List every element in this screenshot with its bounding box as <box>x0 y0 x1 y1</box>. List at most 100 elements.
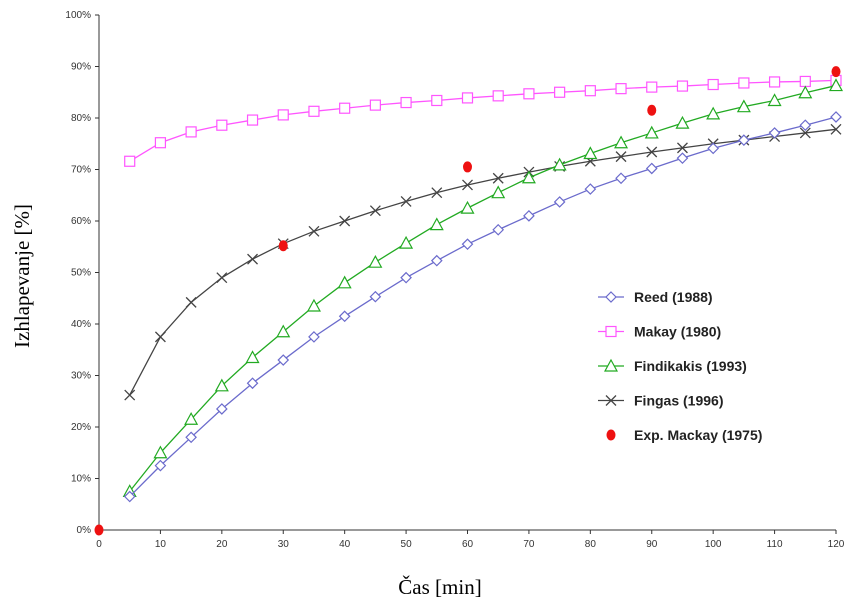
data-point <box>554 86 566 98</box>
series-2 <box>122 78 844 497</box>
data-point <box>646 81 658 93</box>
data-point <box>523 88 535 100</box>
y-tick-label: 100% <box>65 10 91 21</box>
x-tick-label: 60 <box>462 539 474 550</box>
series-group <box>94 66 844 536</box>
data-point <box>185 431 197 444</box>
data-point <box>768 76 781 88</box>
x-tick-label: 90 <box>646 539 658 550</box>
x-tick-label: 70 <box>523 539 535 550</box>
data-point <box>615 83 627 95</box>
data-point <box>184 412 199 425</box>
data-point <box>339 215 351 227</box>
data-point <box>799 119 812 132</box>
y-tick-label: 10% <box>71 474 91 485</box>
data-point <box>400 195 412 207</box>
data-point <box>463 161 472 173</box>
data-point <box>736 99 751 113</box>
y-tick-label: 80% <box>71 113 91 124</box>
data-point <box>308 331 320 343</box>
y-tick-label: 90% <box>71 62 91 73</box>
data-point <box>553 196 566 208</box>
data-point <box>767 93 782 107</box>
data-point <box>614 135 629 149</box>
data-point <box>215 403 228 415</box>
x-tick-label: 10 <box>155 539 167 550</box>
data-point <box>339 102 351 114</box>
legend-label: Fingas (1996) <box>634 393 723 409</box>
data-point <box>431 187 443 199</box>
data-point <box>216 119 228 131</box>
series-line <box>129 116 837 497</box>
legend-marker <box>603 358 619 372</box>
data-point <box>276 324 291 338</box>
data-point <box>277 109 289 121</box>
y-tick-label: 0% <box>77 525 92 536</box>
legend-item: Makay (1980) <box>598 324 721 340</box>
data-point <box>369 99 381 111</box>
x-tick-label: 40 <box>339 539 351 550</box>
data-point <box>461 238 474 251</box>
series-line <box>129 128 837 396</box>
data-point <box>675 115 690 129</box>
data-point <box>707 142 720 155</box>
series-line <box>129 79 837 162</box>
data-point <box>462 179 473 191</box>
data-point <box>368 254 383 268</box>
data-point <box>185 126 197 138</box>
x-tick-label: 50 <box>401 539 413 550</box>
data-point <box>154 331 166 343</box>
data-point <box>615 172 627 185</box>
legend-label: Makay (1980) <box>634 324 721 340</box>
data-point <box>185 296 197 308</box>
data-point <box>277 354 290 366</box>
x-tick-label: 120 <box>828 539 845 550</box>
data-point <box>552 157 567 171</box>
series-0 <box>123 111 842 503</box>
y-axis-title: Izhlapevanje [%] <box>10 204 34 348</box>
data-point <box>738 77 750 89</box>
data-point <box>124 389 136 401</box>
data-point <box>399 235 414 249</box>
x-axis-title: Čas [min] <box>398 575 481 599</box>
data-point <box>246 377 259 390</box>
data-point <box>94 524 104 536</box>
data-point <box>615 151 627 163</box>
y-tick-label: 60% <box>71 216 91 227</box>
data-point <box>461 92 474 104</box>
data-point <box>430 254 443 267</box>
data-point <box>768 127 781 139</box>
data-point <box>584 85 596 97</box>
legend-item: Findikakis (1993) <box>598 358 747 374</box>
data-point <box>707 78 719 91</box>
data-point <box>124 155 136 167</box>
y-ticks: 0% 10% 20% 30% 40% 50% 60% 70% 80% 90% 100% <box>65 10 99 536</box>
legend-label: Findikakis (1993) <box>634 358 747 374</box>
data-point <box>738 134 750 146</box>
data-point <box>338 310 351 323</box>
data-point <box>676 152 689 165</box>
series-1 <box>124 74 842 167</box>
data-point <box>798 85 813 99</box>
x-tick-label: 0 <box>96 539 102 550</box>
data-point <box>123 490 136 503</box>
legend-label: Exp. Mackay (1975) <box>634 427 762 443</box>
legend: Reed (1988) Makay (1980) Findikakis (1993)… <box>598 289 762 443</box>
data-point <box>337 275 352 289</box>
data-point <box>154 137 167 149</box>
y-tick-label: 20% <box>71 422 91 433</box>
data-point <box>247 253 259 265</box>
data-point <box>583 146 598 160</box>
y-tick-label: 70% <box>71 165 91 176</box>
data-point <box>830 123 842 135</box>
data-point <box>831 66 841 78</box>
data-point <box>706 106 721 120</box>
y-tick-label: 40% <box>71 319 91 330</box>
data-point <box>491 185 506 199</box>
data-point <box>369 205 381 217</box>
data-point <box>214 378 229 392</box>
data-point <box>647 104 657 116</box>
data-point <box>676 142 688 154</box>
x-tick-label: 30 <box>278 539 290 550</box>
legend-marker <box>605 291 617 303</box>
